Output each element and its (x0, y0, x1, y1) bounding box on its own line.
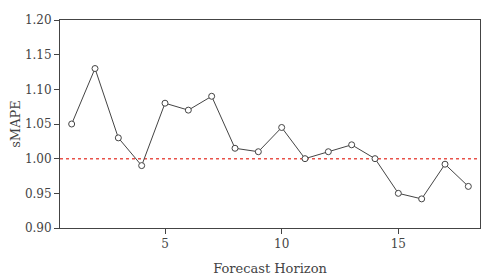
svg-text:Forecast Horizon: Forecast Horizon (213, 261, 327, 276)
svg-text:sMAPE: sMAPE (8, 100, 23, 148)
svg-text:10: 10 (274, 237, 289, 251)
svg-text:1.05: 1.05 (25, 117, 52, 131)
svg-text:0.90: 0.90 (25, 221, 52, 235)
svg-text:1.20: 1.20 (25, 13, 52, 27)
svg-text:0.95: 0.95 (25, 187, 52, 201)
svg-text:15: 15 (391, 237, 406, 251)
svg-text:1.10: 1.10 (25, 83, 52, 97)
svg-text:1.00: 1.00 (25, 152, 52, 166)
svg-text:1.15: 1.15 (25, 48, 52, 62)
svg-text:5: 5 (161, 237, 169, 251)
